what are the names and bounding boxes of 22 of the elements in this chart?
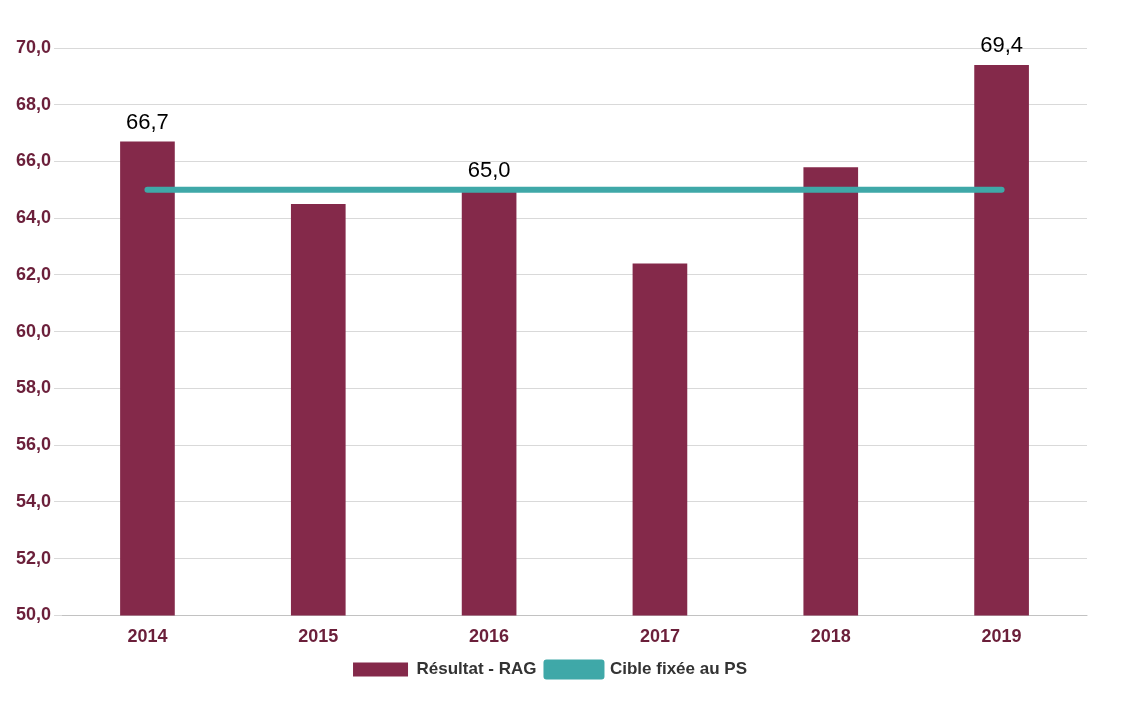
- x-tick-label: 2016: [469, 626, 510, 647]
- legend-label: Résultat - RAG: [416, 659, 537, 679]
- y-tick-label: 54,0: [15, 490, 52, 511]
- x-tick-label: 2017: [639, 626, 680, 647]
- y-tick-label: 70,0: [15, 36, 52, 57]
- data-label: 69,4: [980, 32, 1023, 58]
- y-tick-label: 50,0: [15, 604, 52, 625]
- y-tick-label: 64,0: [15, 207, 52, 228]
- y-tick-label: 62,0: [15, 263, 52, 284]
- x-tick-label: 2019: [981, 626, 1022, 647]
- x-tick-label: 2014: [127, 626, 168, 647]
- data-label: 66,7: [126, 108, 169, 134]
- y-tick-label: 68,0: [15, 93, 52, 114]
- data-label: 65,0: [467, 156, 511, 182]
- y-tick-label: 56,0: [15, 434, 52, 455]
- x-tick-label: 2018: [810, 626, 851, 647]
- y-tick-label: 66,0: [15, 150, 52, 171]
- y-tick-label: 60,0: [15, 320, 52, 341]
- y-tick-label: 58,0: [15, 377, 52, 398]
- y-tick-label: 52,0: [15, 547, 52, 568]
- x-tick-label: 2015: [298, 626, 339, 647]
- legend-label: Cible fixée au PS: [609, 659, 747, 679]
